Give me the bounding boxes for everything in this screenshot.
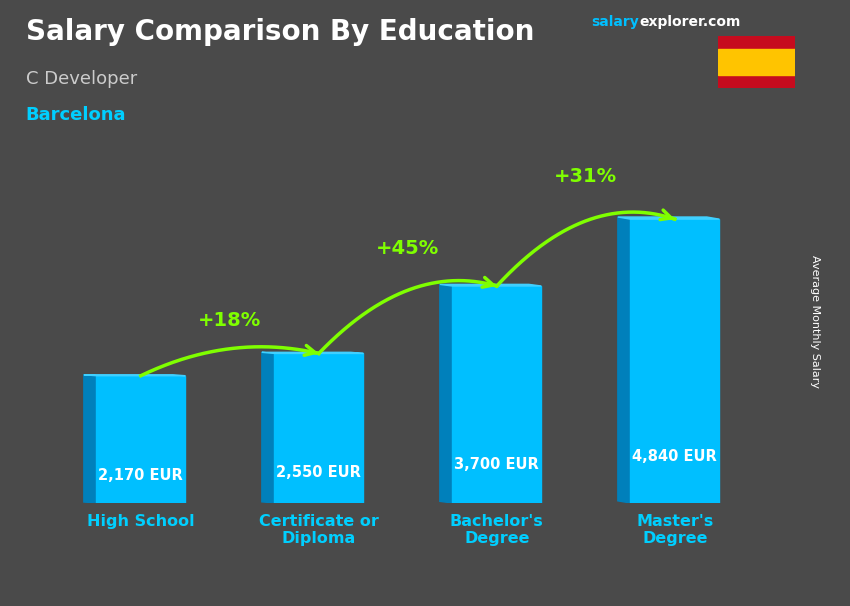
Polygon shape	[439, 284, 452, 503]
Polygon shape	[631, 219, 719, 503]
Text: 2,550 EUR: 2,550 EUR	[276, 465, 361, 481]
Text: salary: salary	[591, 15, 638, 29]
Text: explorer.com: explorer.com	[639, 15, 740, 29]
Polygon shape	[96, 376, 185, 503]
Polygon shape	[84, 375, 185, 376]
Polygon shape	[84, 375, 96, 503]
Text: Barcelona: Barcelona	[26, 106, 126, 124]
Text: 2,170 EUR: 2,170 EUR	[99, 468, 184, 483]
Polygon shape	[262, 352, 275, 503]
Text: +45%: +45%	[377, 239, 439, 258]
Text: 3,700 EUR: 3,700 EUR	[455, 458, 539, 472]
Text: +31%: +31%	[554, 167, 617, 186]
Bar	[718, 49, 795, 75]
Polygon shape	[262, 352, 363, 353]
Polygon shape	[618, 217, 719, 219]
Text: C Developer: C Developer	[26, 70, 137, 88]
Polygon shape	[439, 284, 541, 286]
Text: +18%: +18%	[198, 311, 262, 330]
Polygon shape	[618, 217, 631, 503]
Text: Salary Comparison By Education: Salary Comparison By Education	[26, 18, 534, 46]
Text: 4,840 EUR: 4,840 EUR	[632, 449, 717, 464]
Polygon shape	[275, 353, 363, 503]
Y-axis label: Average Monthly Salary: Average Monthly Salary	[810, 255, 820, 388]
Polygon shape	[452, 286, 541, 503]
